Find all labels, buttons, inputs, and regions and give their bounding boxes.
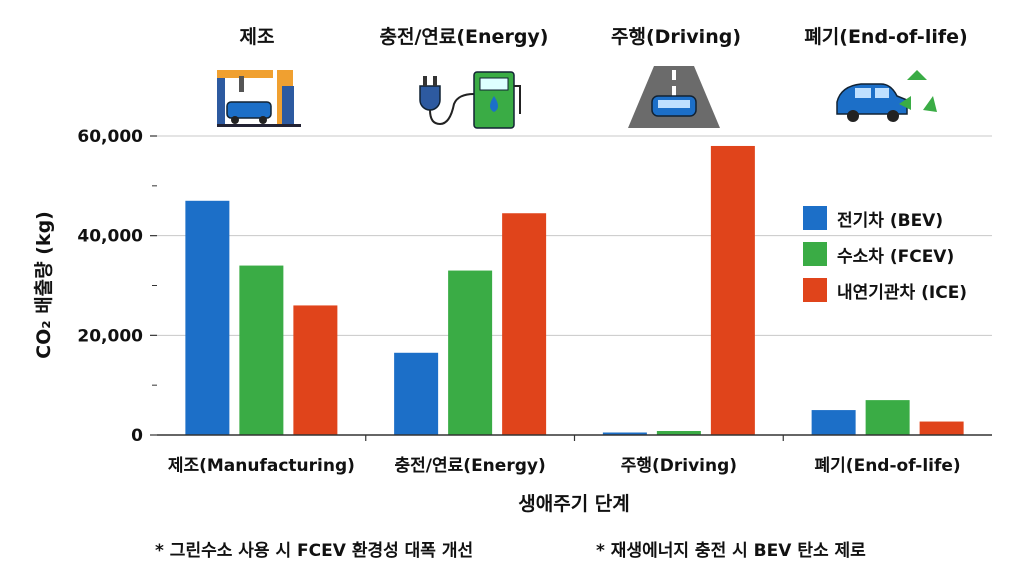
axes	[150, 135, 992, 441]
bar-ice-1	[502, 213, 547, 435]
bar-bev-3	[811, 410, 856, 435]
legend-swatch-fcev	[803, 242, 827, 266]
legend-label-bev: 전기차 (BEV)	[837, 210, 944, 231]
car-recycle-icon	[836, 70, 937, 122]
y-tick-label: 0	[131, 426, 143, 446]
y-axis-title: CO₂ 배출량 (kg)	[33, 211, 55, 359]
bar-fcev-3	[865, 400, 910, 435]
plug-fuel-pump-icon	[419, 71, 521, 129]
legend: 전기차 (BEV) 수소차 (FCEV) 내연기관차 (ICE)	[803, 200, 967, 308]
x-tick-label: 폐기(End-of-life)	[815, 456, 961, 476]
legend-label-ice: 내연기관차 (ICE)	[837, 282, 968, 303]
y-tick-label: 40,000	[77, 227, 143, 247]
bar-bev-1	[394, 352, 439, 435]
legend-item-bev: 전기차 (BEV)	[803, 200, 967, 236]
bar-bev-2	[602, 432, 647, 435]
x-tick-label: 충전/연료(Energy)	[395, 456, 546, 476]
bar-ice-3	[919, 421, 964, 435]
bar-ice-0	[293, 305, 338, 435]
legend-item-fcev: 수소차 (FCEV)	[803, 236, 967, 272]
legend-item-ice: 내연기관차 (ICE)	[803, 272, 967, 308]
x-tick-label: 제조(Manufacturing)	[168, 456, 355, 476]
stage-title-driving: 주행(Driving)	[610, 26, 742, 48]
stage-title-energy: 충전/연료(Energy)	[379, 26, 549, 48]
y-tick-label: 60,000	[77, 127, 143, 147]
road-car-icon	[628, 66, 720, 128]
note-green-hydrogen: * 그린수소 사용 시 FCEV 환경성 대폭 개선	[155, 541, 474, 561]
legend-label-fcev: 수소차 (FCEV)	[837, 246, 955, 267]
bar-fcev-1	[448, 270, 493, 435]
bars	[185, 145, 964, 435]
stage-title-end-of-life: 폐기(End-of-life)	[804, 26, 968, 48]
x-tick-label: 주행(Driving)	[621, 456, 737, 476]
bar-fcev-2	[656, 431, 701, 435]
bar-bev-0	[185, 200, 230, 435]
legend-swatch-bev	[803, 206, 827, 230]
bar-fcev-0	[239, 265, 284, 435]
legend-swatch-ice	[803, 278, 827, 302]
factory-robot-car-icon	[217, 70, 301, 127]
x-axis-title: 생애주기 단계	[518, 493, 630, 515]
bar-ice-2	[710, 145, 755, 435]
note-renewable-charging: * 재생에너지 충전 시 BEV 탄소 제로	[596, 541, 866, 561]
stage-title-manufacturing: 제조	[239, 26, 275, 48]
y-tick-label: 20,000	[77, 326, 143, 346]
axis-labels: 0 20,000 40,000 60,000 제조(Manufacturing) 충전/연…	[33, 127, 961, 515]
